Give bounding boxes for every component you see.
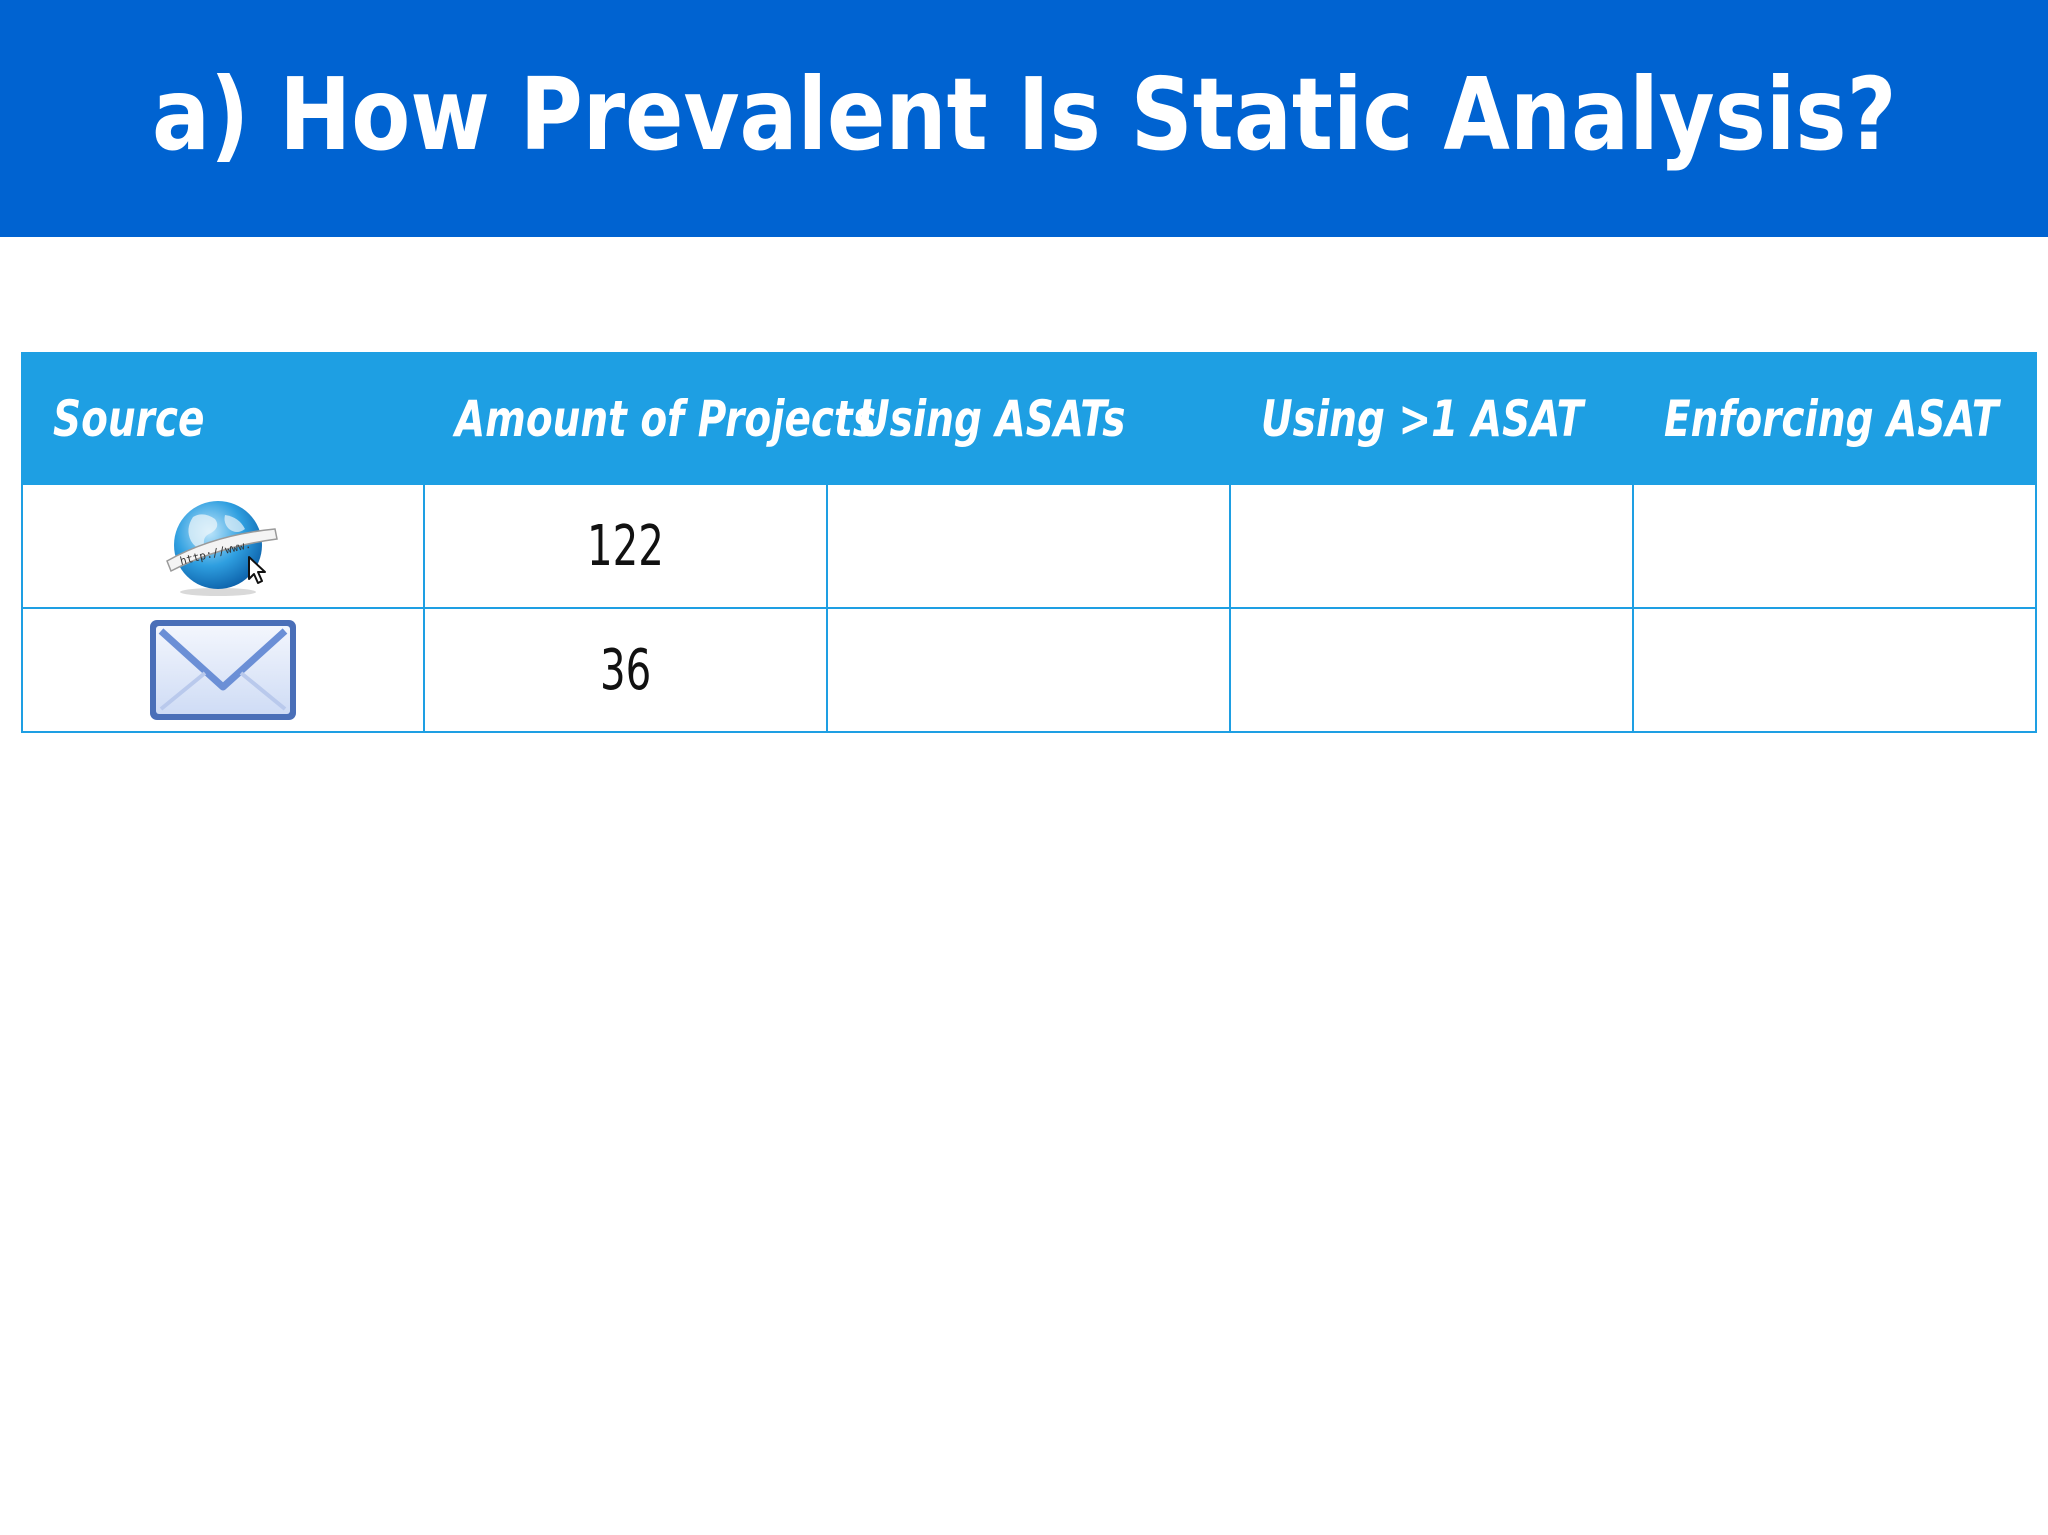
amount-cell: 36: [423, 607, 828, 733]
title-bar: a) How Prevalent Is Static Analysis?: [0, 0, 2048, 237]
globe-http-icon: http://www.: [166, 501, 278, 596]
results-table-container: Source Amount of Projects Using ASATs Us…: [21, 352, 2037, 733]
header-source: Source: [21, 352, 425, 485]
header-enforcing-asat: Enforcing ASAT: [1632, 352, 2037, 485]
enforcing-asat-cell: [1632, 483, 2037, 609]
header-using-multiple-asat: Using >1 ASAT: [1229, 352, 1634, 485]
amount-cell: 122: [423, 483, 828, 609]
source-cell: http://www.: [21, 483, 425, 609]
using-multiple-asat-cell: [1229, 607, 1634, 733]
table-row: http://www. 122: [21, 483, 2037, 609]
results-table: Source Amount of Projects Using ASATs Us…: [21, 352, 2037, 733]
slide-title: a) How Prevalent Is Static Analysis?: [151, 56, 1897, 173]
using-asats-cell: [826, 483, 1231, 609]
source-cell: [21, 607, 425, 733]
table-row: 36: [21, 607, 2037, 733]
header-row: Source Amount of Projects Using ASATs Us…: [21, 352, 2037, 485]
header-using-asats: Using ASATs: [826, 352, 1231, 485]
using-asats-cell: [826, 607, 1231, 733]
envelope-icon: [150, 620, 296, 720]
header-amount-of-projects: Amount of Projects: [423, 352, 876, 485]
enforcing-asat-cell: [1632, 607, 2037, 733]
using-multiple-asat-cell: [1229, 483, 1634, 609]
